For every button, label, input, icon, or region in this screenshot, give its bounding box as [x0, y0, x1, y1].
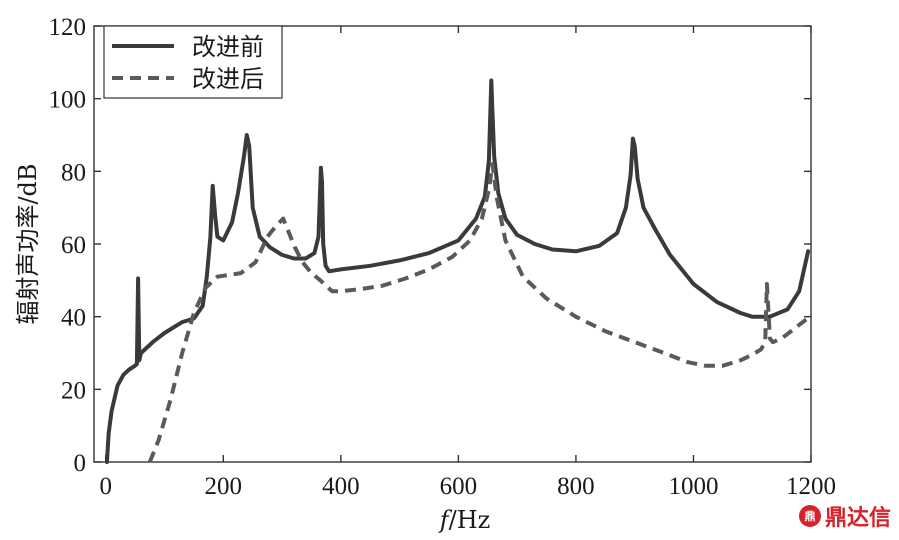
- series-line-after: [147, 162, 813, 463]
- y-tick-label: 100: [49, 87, 87, 114]
- x-tick-label: 1200: [786, 473, 836, 500]
- watermark-logo-icon: 鼎: [798, 505, 821, 527]
- x-tick-label: 0: [100, 473, 113, 500]
- axis-layer: 0 200 400 600 800 1000 1200 0 20 40 60 80 100 120: [49, 14, 837, 500]
- y-tick-label: 60: [61, 232, 86, 259]
- x-axis-title: f/Hz: [438, 506, 491, 534]
- x-tick-label: 800: [557, 473, 595, 500]
- x-tick-label: 400: [322, 473, 360, 500]
- x-axis-title-unit: /Hz: [449, 506, 491, 534]
- legend: 改进前 改进后: [103, 25, 283, 99]
- y-tick-label: 120: [49, 14, 87, 41]
- legend-box: [103, 25, 283, 99]
- y-tick-label: 0: [74, 450, 87, 477]
- x-tick-label: 1000: [668, 473, 718, 500]
- legend-label-before: 改进前: [192, 33, 264, 61]
- y-tick-label: 20: [61, 377, 86, 404]
- y-tick-label: 80: [61, 159, 86, 186]
- watermark: 鼎 鼎达信: [798, 500, 891, 532]
- y-axis-title: 辐射声功率/dB: [14, 163, 42, 324]
- watermark-text: 鼎达信: [824, 506, 891, 531]
- y-tick-label: 40: [61, 305, 86, 332]
- x-tick-label: 600: [440, 473, 478, 500]
- legend-label-after: 改进后: [192, 65, 264, 93]
- x-tick-label: 200: [205, 473, 243, 500]
- series-line-before: [104, 78, 811, 464]
- series-layer: [104, 78, 813, 464]
